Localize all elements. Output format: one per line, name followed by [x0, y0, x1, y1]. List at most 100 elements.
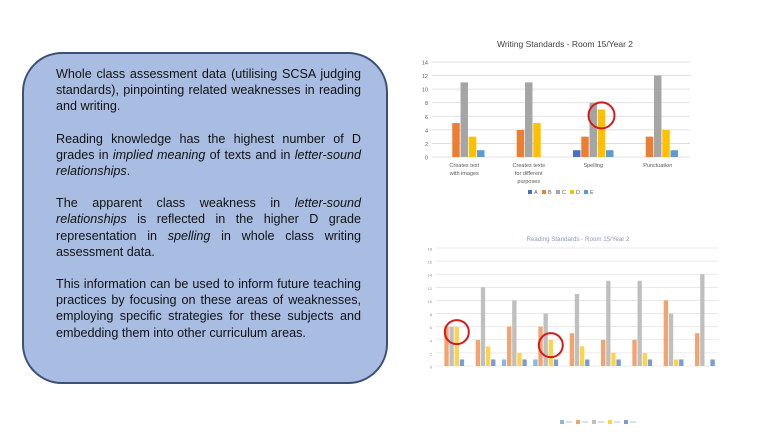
paragraph-text: Whole class assessment data (utilising S…	[56, 67, 361, 114]
y-tick-label: 12	[422, 74, 428, 80]
bar	[632, 339, 637, 366]
x-category-label: Creates texts for different purposes	[513, 163, 546, 185]
legend-label-blurred	[598, 421, 604, 423]
y-tick-label: 2	[425, 142, 428, 148]
summary-paragraph: Whole class assessment data (utilising S…	[56, 66, 361, 115]
bar	[611, 352, 616, 366]
legend-swatch	[556, 190, 560, 194]
legend-swatch	[542, 190, 546, 194]
y-tick-label: 18	[428, 247, 433, 252]
paragraph-text: is reflected in the higher D grade repre…	[56, 212, 361, 243]
y-tick-label: 4	[430, 338, 433, 343]
bar	[477, 150, 485, 157]
bar	[695, 333, 700, 366]
paragraph-text: .	[126, 164, 131, 179]
summary-text-panel: Whole class assessment data (utilising S…	[22, 52, 388, 384]
legend-label: B	[548, 190, 552, 196]
legend-swatch	[592, 420, 596, 424]
bar	[700, 274, 705, 366]
bar	[579, 346, 585, 366]
chart-title: Reading Standards - Room 15/Year 2	[527, 236, 631, 243]
bar	[606, 280, 611, 366]
bar	[642, 352, 647, 366]
bar	[516, 129, 525, 157]
bar	[460, 82, 468, 157]
bar	[553, 359, 559, 366]
bar	[522, 359, 527, 366]
y-tick-label: 10	[422, 88, 428, 94]
bar	[533, 359, 538, 366]
reading-standards-chart-svg: Reading Standards - Room 15/Year 2 0 2 4 6 8 1…	[428, 236, 718, 424]
bar	[452, 123, 460, 157]
bar	[606, 150, 614, 157]
writing-standards-chart-svg: Writing Standards - Room 15/Year 2 0 2 4 6 8 1…	[422, 39, 690, 196]
bar	[475, 339, 481, 366]
bar	[645, 136, 654, 157]
bar	[454, 326, 459, 366]
bar	[485, 346, 491, 366]
legend-swatch	[570, 190, 574, 194]
bar	[670, 150, 678, 157]
legend-label-blurred	[630, 421, 636, 423]
y-tick-label: 0	[430, 365, 433, 370]
y-tick-label: 6	[425, 115, 428, 121]
bar	[507, 326, 512, 366]
bar	[491, 359, 496, 366]
legend-swatch	[528, 190, 532, 194]
highlight-circle	[587, 101, 616, 130]
bar	[601, 339, 606, 366]
legend-label: A	[534, 190, 538, 196]
bar	[597, 109, 606, 157]
y-tick-label: 8	[425, 101, 428, 107]
legend-label-blurred	[566, 421, 572, 423]
y-tick-label: 14	[428, 273, 433, 278]
bar	[569, 333, 575, 366]
x-category-label: Punctuation	[643, 163, 672, 169]
summary-paragraph: This information can be used to inform f…	[56, 276, 361, 341]
bar	[647, 359, 653, 366]
reading-standards-chart: Reading Standards - Room 15/Year 2 0 2 4 6 8 1…	[418, 228, 730, 428]
bar	[589, 102, 597, 157]
y-tick-label: 14	[422, 61, 428, 67]
bar	[501, 359, 507, 366]
bar	[668, 313, 674, 366]
bar	[637, 280, 642, 366]
bar	[616, 359, 621, 366]
bar	[468, 136, 477, 157]
bar	[543, 313, 548, 366]
legend-swatch	[608, 420, 612, 424]
writing-standards-chart: Writing Standards - Room 15/Year 2 0 2 4 6 8 1…	[410, 34, 700, 200]
highlight-circle	[537, 332, 564, 359]
chart-title: Writing Standards - Room 15/Year 2	[497, 39, 633, 49]
y-tick-label: 0	[425, 156, 428, 162]
bar	[480, 287, 486, 366]
legend-label: C	[562, 190, 566, 196]
legend-swatch	[576, 420, 580, 424]
bar	[573, 150, 581, 157]
legend-swatch	[584, 190, 588, 194]
bar	[517, 352, 522, 366]
legend-swatch	[624, 420, 628, 424]
bar	[662, 129, 670, 157]
bar	[449, 326, 454, 366]
legend-label-blurred	[582, 421, 588, 423]
bar	[710, 359, 715, 366]
bar	[581, 136, 589, 157]
bar	[512, 300, 517, 366]
bar	[663, 300, 669, 366]
summary-paragraph: The apparent class weakness in letter-so…	[56, 195, 361, 260]
paragraph-text: Reading knowledge has the highest number…	[56, 131, 361, 162]
bar	[548, 339, 553, 366]
highlight-circle	[443, 319, 470, 346]
legend-label: D	[576, 190, 580, 196]
paragraph-text: This information can be used to inform f…	[56, 277, 361, 340]
y-tick-label: 2	[430, 351, 433, 356]
emphasis-text: letter-sound relationships	[56, 196, 361, 227]
legend-label: E	[590, 190, 594, 196]
emphasis-text: letter-sound relationships	[56, 147, 361, 179]
bar	[679, 359, 684, 366]
bar	[459, 359, 465, 366]
chart-body: Writing Standards - Room 15/Year 2 0 2 4 6 8 1…	[422, 39, 690, 196]
bar	[574, 293, 580, 366]
bar	[538, 326, 543, 366]
